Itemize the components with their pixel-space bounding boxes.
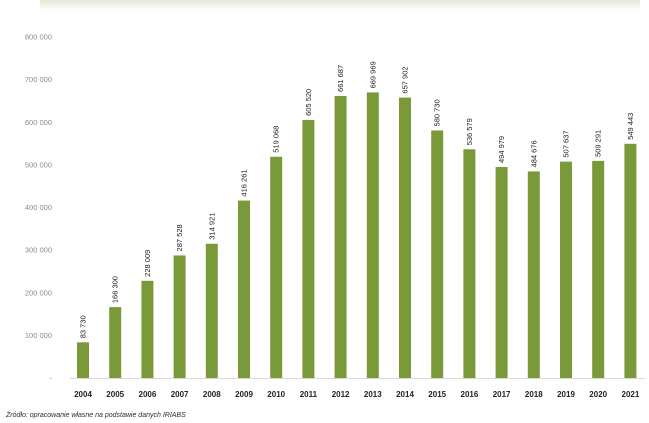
bar-2010 [270,156,283,378]
data-label-2013: 669 969 [368,61,377,88]
bar-2019 [560,161,572,378]
x-tick-label-2019: 2019 [557,390,575,399]
data-label-2006: 228 009 [143,250,152,277]
bar-2017 [495,167,508,378]
data-label-2014: 657 902 [401,66,410,93]
data-labels: 83 730 166 300 228 009 287 528 314 921 416 26… [79,61,635,338]
x-tick-label-2016: 2016 [461,390,479,399]
x-tick-label-2009: 2009 [235,390,253,399]
y-tick-label: 400 000 [25,203,52,212]
y-tick-label: 600 000 [25,118,52,127]
y-tick-label: 500 000 [25,160,52,169]
bar-2006 [141,280,154,378]
data-label-2008: 314 921 [207,213,216,240]
y-tick-label: 300 000 [25,246,52,255]
data-label-2007: 287 528 [175,224,184,251]
x-tick-label-2010: 2010 [267,390,285,399]
x-tick-label-2015: 2015 [428,390,446,399]
data-label-2009: 416 261 [240,169,249,196]
data-label-2012: 661 687 [336,65,345,92]
data-label-2017: 494 979 [497,136,506,163]
x-tick-label-2018: 2018 [525,390,543,399]
bar-2008 [205,243,218,378]
y-tick-label: 800 000 [25,33,52,42]
bar-2021 [624,143,637,378]
x-tick-label-2004: 2004 [74,390,92,399]
bar-2011 [302,119,315,379]
bars [77,92,637,379]
data-label-2011: 605 520 [304,89,313,116]
x-tick-label-2007: 2007 [171,390,189,399]
data-label-2010: 519 068 [272,126,281,153]
x-axis: 2004 2005 2006 2007 2008 2009 2010 2011 2012 2013… [70,378,645,399]
y-tick-label: 100 000 [25,331,52,340]
bar-2016 [463,149,476,378]
data-label-2021: 549 443 [626,113,635,140]
bar-2013 [366,92,379,378]
y-tick-label: 700 000 [25,75,52,84]
x-tick-label-2012: 2012 [332,390,350,399]
x-tick-label-2017: 2017 [493,390,511,399]
bar-2004 [77,342,89,378]
source-note: Źródło: opracowanie własne na podstawie … [6,412,186,419]
bar-2005 [109,307,122,378]
y-tick-label: - [50,374,53,383]
x-tick-label-2008: 2008 [203,390,221,399]
data-label-2018: 484 676 [529,140,538,167]
y-tick-label: 200 000 [25,288,52,297]
bar-2015 [431,130,444,378]
x-tick-label-2013: 2013 [364,390,382,399]
x-tick-label-2014: 2014 [396,390,414,399]
x-tick-label-2020: 2020 [589,390,607,399]
chart-title-band [40,0,640,10]
x-tick-label-2011: 2011 [300,390,318,399]
bar-2009 [238,200,250,378]
x-tick-label-2006: 2006 [139,390,157,399]
data-label-2019: 507 637 [562,130,571,157]
bar-2014 [399,97,411,378]
data-label-2005: 166 300 [111,276,120,303]
bar-2007 [173,255,186,378]
data-label-2016: 536 579 [465,118,474,145]
data-label-2004: 83 730 [79,315,88,338]
bar-2018 [527,171,540,378]
data-label-2015: 580 730 [433,99,442,126]
data-label-2020: 509 291 [594,130,603,157]
bar-2012 [334,95,347,378]
bar-2020 [592,160,605,378]
x-tick-label-2005: 2005 [106,390,124,399]
y-axis: - 100 000 200 000 300 000 400 000 500 000 600 … [25,33,53,383]
x-tick-label-2021: 2021 [622,390,640,399]
